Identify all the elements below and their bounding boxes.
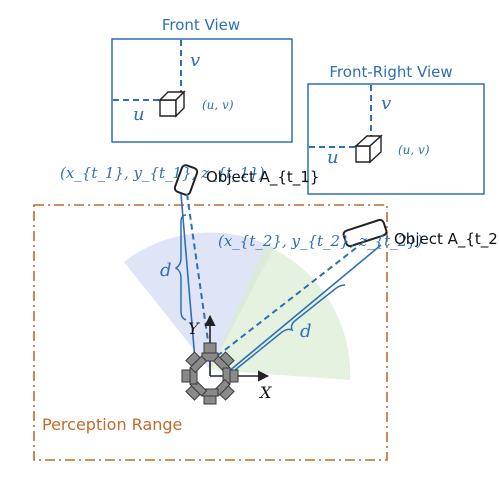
distance-brace-t2 [227,284,346,379]
fov-sector-front-right [210,245,351,380]
fov-sector-front [124,232,274,370]
front-view-v-label: v [190,50,200,71]
front-view-cube-icon [158,90,186,118]
object-a-t2-coords: (x_{t_2}, y_{t_2}, z_{t_2}) [218,232,423,250]
distance-label-t1: d [160,260,172,281]
object-a-t1-icon [173,164,199,196]
object-a-t1-coords: (x_{t_1}, y_{t_1}, z_{t_1}) [60,164,265,182]
front-view-u-label: u [133,104,145,125]
object-a-t2-label: Object A_{t_2} [394,230,499,249]
line-to-object-t2-solid [227,244,382,373]
front-view-uv-label: (u, v) [202,98,234,112]
camera-rig-icon [181,342,239,405]
y-axis-label: Y [188,319,200,338]
distance-label-t2: d [300,321,312,342]
perception-range-boundary [33,204,388,461]
perception-range-label: Perception Range [42,415,182,434]
front-right-cube-icon [354,134,383,164]
line-to-object-t2-dashed [211,247,357,361]
line-to-object-t1-solid [180,193,196,361]
front-right-view-title: Front-Right View [329,63,452,81]
distance-brace-t1 [174,214,187,321]
front-right-u-label: u [327,147,339,168]
line-to-object-t1-dashed [186,193,211,356]
x-axis-label: X [258,383,272,402]
front-right-v-label: v [381,93,391,114]
object-a-t1-label: Object A_{t_1} [206,168,319,187]
front-view-box [111,38,293,143]
front-view-title: Front View [162,16,240,34]
front-right-uv-label: (u, v) [398,143,430,157]
object-a-t2-icon [342,218,388,248]
front-right-view-box [307,83,485,195]
